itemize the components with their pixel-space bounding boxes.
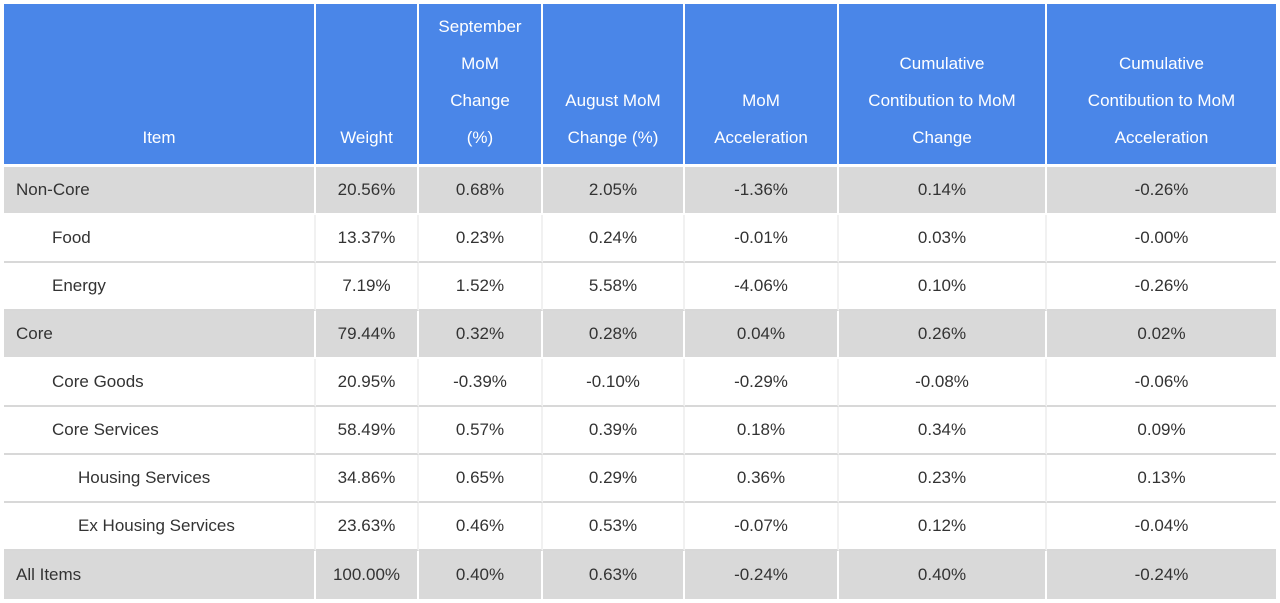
item-cell: Food	[4, 215, 316, 263]
value-cell: 0.40%	[419, 551, 543, 599]
value-cell: 0.03%	[839, 215, 1047, 263]
value-cell: 34.86%	[316, 455, 419, 503]
value-cell: -1.36%	[685, 167, 839, 215]
value-cell: 0.57%	[419, 407, 543, 455]
table-row-core: Core 79.44% 0.32% 0.28% 0.04% 0.26% 0.02…	[4, 311, 1276, 359]
value-cell: 0.26%	[839, 311, 1047, 359]
column-header-cumulative-contribution-accel: Cumulative Contibution to MoM Accelerati…	[1047, 4, 1276, 167]
column-header-august-mom-change: August MoM Change (%)	[543, 4, 685, 167]
table-header: Item Weight September MoM Change (%) Aug…	[4, 4, 1276, 167]
item-cell: Non-Core	[4, 167, 316, 215]
table-row-core-services: Core Services 58.49% 0.57% 0.39% 0.18% 0…	[4, 407, 1276, 455]
value-cell: 0.04%	[685, 311, 839, 359]
value-cell: 0.32%	[419, 311, 543, 359]
value-cell: -0.10%	[543, 359, 685, 407]
value-cell: -0.04%	[1047, 503, 1276, 551]
value-cell: -0.29%	[685, 359, 839, 407]
value-cell: 0.12%	[839, 503, 1047, 551]
value-cell: 100.00%	[316, 551, 419, 599]
table-body: Non-Core 20.56% 0.68% 2.05% -1.36% 0.14%…	[4, 167, 1276, 599]
table-row-core-goods: Core Goods 20.95% -0.39% -0.10% -0.29% -…	[4, 359, 1276, 407]
column-header-weight: Weight	[316, 4, 419, 167]
value-cell: 0.13%	[1047, 455, 1276, 503]
value-cell: 0.23%	[839, 455, 1047, 503]
value-cell: 0.23%	[419, 215, 543, 263]
value-cell: 0.10%	[839, 263, 1047, 311]
value-cell: 5.58%	[543, 263, 685, 311]
item-cell: Core Services	[4, 407, 316, 455]
value-cell: -0.07%	[685, 503, 839, 551]
column-header-item: Item	[4, 4, 316, 167]
value-cell: 0.02%	[1047, 311, 1276, 359]
value-cell: -0.39%	[419, 359, 543, 407]
value-cell: -0.26%	[1047, 167, 1276, 215]
value-cell: -0.06%	[1047, 359, 1276, 407]
table-row-food: Food 13.37% 0.23% 0.24% -0.01% 0.03% -0.…	[4, 215, 1276, 263]
item-cell: Core Goods	[4, 359, 316, 407]
value-cell: -0.08%	[839, 359, 1047, 407]
table-row-ex-housing-services: Ex Housing Services 23.63% 0.46% 0.53% -…	[4, 503, 1276, 551]
value-cell: 58.49%	[316, 407, 419, 455]
value-cell: 7.19%	[316, 263, 419, 311]
table-row-non-core: Non-Core 20.56% 0.68% 2.05% -1.36% 0.14%…	[4, 167, 1276, 215]
value-cell: 0.53%	[543, 503, 685, 551]
value-cell: 0.46%	[419, 503, 543, 551]
value-cell: -0.24%	[1047, 551, 1276, 599]
value-cell: 13.37%	[316, 215, 419, 263]
item-cell: Ex Housing Services	[4, 503, 316, 551]
item-cell: Energy	[4, 263, 316, 311]
column-header-cumulative-contribution-change: Cumulative Contibution to MoM Change	[839, 4, 1047, 167]
value-cell: -0.01%	[685, 215, 839, 263]
value-cell: 20.56%	[316, 167, 419, 215]
value-cell: 0.29%	[543, 455, 685, 503]
value-cell: 0.40%	[839, 551, 1047, 599]
value-cell: 0.68%	[419, 167, 543, 215]
cpi-breakdown-table: Item Weight September MoM Change (%) Aug…	[4, 4, 1276, 599]
value-cell: 20.95%	[316, 359, 419, 407]
value-cell: 0.14%	[839, 167, 1047, 215]
item-cell: All Items	[4, 551, 316, 599]
value-cell: 0.63%	[543, 551, 685, 599]
value-cell: 0.39%	[543, 407, 685, 455]
item-cell: Housing Services	[4, 455, 316, 503]
value-cell: 0.09%	[1047, 407, 1276, 455]
value-cell: 0.34%	[839, 407, 1047, 455]
value-cell: 0.36%	[685, 455, 839, 503]
value-cell: 1.52%	[419, 263, 543, 311]
value-cell: -0.24%	[685, 551, 839, 599]
value-cell: -4.06%	[685, 263, 839, 311]
value-cell: -0.00%	[1047, 215, 1276, 263]
value-cell: 0.18%	[685, 407, 839, 455]
table-row-energy: Energy 7.19% 1.52% 5.58% -4.06% 0.10% -0…	[4, 263, 1276, 311]
column-header-september-mom-change: September MoM Change (%)	[419, 4, 543, 167]
value-cell: 0.65%	[419, 455, 543, 503]
value-cell: 2.05%	[543, 167, 685, 215]
value-cell: -0.26%	[1047, 263, 1276, 311]
value-cell: 23.63%	[316, 503, 419, 551]
column-header-mom-acceleration: MoM Acceleration	[685, 4, 839, 167]
table-row-housing-services: Housing Services 34.86% 0.65% 0.29% 0.36…	[4, 455, 1276, 503]
value-cell: 0.24%	[543, 215, 685, 263]
table-row-all-items: All Items 100.00% 0.40% 0.63% -0.24% 0.4…	[4, 551, 1276, 599]
value-cell: 79.44%	[316, 311, 419, 359]
value-cell: 0.28%	[543, 311, 685, 359]
header-row: Item Weight September MoM Change (%) Aug…	[4, 4, 1276, 167]
item-cell: Core	[4, 311, 316, 359]
